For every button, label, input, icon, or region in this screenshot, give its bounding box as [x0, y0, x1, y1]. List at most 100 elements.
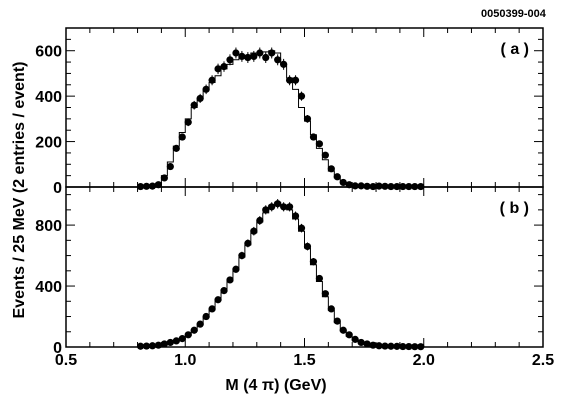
- y-tick-label: 200: [35, 135, 62, 152]
- data-point: [327, 305, 335, 313]
- data-point: [291, 76, 300, 84]
- data-point: [339, 178, 347, 187]
- data-point: [339, 326, 347, 334]
- data-point: [399, 342, 407, 351]
- data-point: [208, 76, 216, 84]
- data-point: [160, 340, 168, 348]
- data-point: [178, 133, 186, 141]
- data-point: [280, 203, 288, 211]
- data-point: [315, 274, 324, 283]
- data-point: [190, 326, 198, 334]
- data-point: [184, 331, 192, 339]
- data-point: [226, 56, 234, 64]
- data-point: [274, 200, 282, 208]
- data-point: [280, 60, 288, 68]
- data-point: [256, 49, 264, 57]
- data-point: [262, 53, 270, 62]
- data-point: [244, 239, 252, 247]
- x-tick-label: 2.0: [413, 352, 435, 369]
- data-point: [214, 65, 222, 73]
- y-tick-label: 0: [53, 180, 62, 197]
- data-point: [262, 206, 270, 214]
- data-point: [369, 341, 377, 349]
- data-point: [136, 342, 145, 350]
- data-point: [363, 340, 371, 348]
- data-point: [154, 341, 163, 349]
- y-tick-label: 400: [35, 279, 62, 296]
- data-point: [291, 212, 300, 220]
- data-point: [250, 52, 258, 60]
- data-point: [274, 56, 282, 64]
- data-point: [268, 49, 276, 57]
- data-point: [375, 182, 383, 190]
- histogram-b: [137, 201, 425, 348]
- data-point: [238, 251, 246, 260]
- data-point: [244, 53, 252, 62]
- data-point: [375, 342, 383, 350]
- data-point: [142, 342, 151, 350]
- data-point: [232, 265, 240, 273]
- x-axis-label: M (4 π) (GeV): [225, 377, 326, 394]
- data-point: [208, 305, 216, 313]
- data-point: [160, 174, 168, 182]
- data-point: [297, 224, 306, 232]
- data-point: [285, 203, 294, 211]
- data-point: [172, 144, 180, 152]
- x-tick-label: 1.0: [174, 352, 196, 369]
- data-point: [166, 162, 174, 171]
- panel-b: 0 400 800 0.5 1.0 1.5 2.0 2.5 ( b ): [35, 186, 554, 369]
- x-tick-label: 2.5: [532, 352, 554, 369]
- data-point: [333, 173, 341, 181]
- data-point: [417, 343, 425, 351]
- x-tick-label: 0.5: [55, 352, 77, 369]
- data-point: [357, 338, 365, 347]
- data-point: [381, 342, 389, 350]
- data-point: [232, 49, 240, 57]
- y-tick-label: 600: [35, 44, 62, 61]
- data-point: [321, 290, 329, 298]
- data-point: [148, 182, 157, 190]
- data-point: [333, 317, 341, 325]
- data-point: [250, 227, 258, 235]
- data-point: [202, 312, 210, 321]
- data-point: [309, 258, 318, 266]
- data-point: [196, 320, 204, 328]
- data-point: [256, 216, 264, 225]
- data-point: [196, 94, 204, 103]
- data-point: [327, 165, 335, 173]
- data-point: [321, 151, 329, 159]
- panel-b-frame: [65, 186, 544, 348]
- data-point: [303, 242, 312, 251]
- panel-a: 0 200 400 600 ( a ): [35, 27, 544, 197]
- y-axis-label: Events / 25 MeV (2 entries / event): [11, 62, 28, 319]
- data-point: [303, 115, 312, 123]
- data-point: [315, 140, 324, 148]
- data-point: [238, 52, 246, 60]
- data-point: [351, 335, 359, 343]
- x-tick-label: 1.5: [293, 352, 315, 369]
- data-point: [309, 133, 318, 141]
- data-point: [220, 287, 228, 295]
- data-point: [172, 337, 180, 345]
- y-tick-label: 400: [35, 89, 62, 106]
- data-point: [148, 342, 157, 350]
- data-point: [226, 276, 234, 284]
- data-point: [268, 203, 276, 211]
- histogram-a: [137, 50, 425, 188]
- panel-a-label: ( a ): [501, 41, 529, 58]
- data-point: [297, 92, 306, 100]
- data-point: [393, 342, 401, 350]
- data-point: [387, 342, 395, 350]
- data-point: [285, 76, 294, 84]
- y-tick-label: 800: [35, 218, 62, 235]
- y-tick-label: 0: [53, 340, 62, 357]
- data-point: [405, 342, 413, 351]
- data-point: [202, 85, 210, 93]
- figure-id: 0050399-004: [481, 8, 547, 20]
- data-point: [220, 63, 228, 71]
- data-point: [184, 118, 192, 126]
- data-point: [345, 331, 353, 339]
- data-point: [190, 101, 198, 109]
- panel-b-label: ( b ): [500, 200, 529, 217]
- data-point: [214, 296, 222, 304]
